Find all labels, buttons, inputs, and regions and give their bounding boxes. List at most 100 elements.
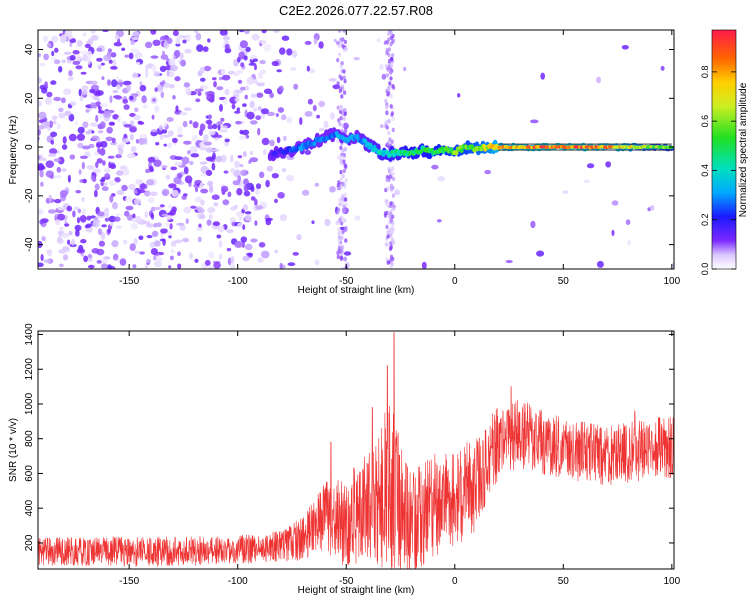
spectrogram-noise-dot bbox=[71, 238, 75, 246]
spectrogram-noise-dot bbox=[99, 103, 108, 108]
spectrogram-ridge-core bbox=[454, 150, 459, 156]
spectrogram-noise-dot bbox=[291, 50, 298, 58]
spectrogram-noise-dot bbox=[172, 137, 178, 144]
spectrogram-column-dot bbox=[341, 148, 345, 153]
spectrogram-column-dot bbox=[344, 227, 348, 232]
spectrogram-noise-dot bbox=[174, 161, 183, 167]
spectrogram-noise-dot bbox=[81, 85, 89, 91]
spectrogram-noise-dot bbox=[163, 82, 171, 88]
spectrogram-noise-dot bbox=[200, 199, 205, 206]
spectrogram-noise-dot bbox=[112, 89, 119, 94]
spectrogram-noise-dot bbox=[154, 105, 160, 113]
spectrogram-noise-dot bbox=[169, 84, 175, 89]
spectrogram-noise-dot bbox=[153, 159, 162, 167]
spectrogram-noise-dot bbox=[234, 110, 241, 114]
spectrogram-column-dot bbox=[342, 30, 346, 33]
spectrogram-noise-dot bbox=[259, 40, 267, 45]
snr-xtick-label: 100 bbox=[663, 576, 680, 587]
spectrogram-noise-dot bbox=[146, 235, 153, 239]
spectrogram-noise-dot bbox=[234, 204, 238, 209]
spectrogram-noise-dot bbox=[59, 226, 64, 230]
spectrogram-noise-dot bbox=[45, 160, 55, 168]
spectrogram-column-dot bbox=[340, 155, 344, 160]
spectrogram-noise-dot bbox=[258, 242, 266, 248]
spectrogram-noise-dot bbox=[38, 125, 45, 130]
spectrogram-noise-dot bbox=[97, 137, 101, 143]
spectrogram-noise-dot bbox=[223, 170, 229, 174]
spectrogram-noise-dot bbox=[354, 215, 361, 221]
spectrogram-noise-dot bbox=[179, 52, 184, 60]
spectrogram-noise-dot bbox=[77, 208, 82, 214]
spectrogram-noise-dot bbox=[243, 178, 249, 186]
spectrogram-noise-dot bbox=[129, 120, 135, 126]
spectrogram-noise-dot bbox=[189, 120, 193, 125]
spectrogram-noise-dot bbox=[216, 134, 223, 138]
spectrogram-noise-dot bbox=[381, 73, 387, 80]
spectrogram-noise-dot bbox=[238, 215, 243, 221]
spectrogram-noise-dot bbox=[230, 154, 234, 163]
spectrogram-noise-dot bbox=[98, 240, 105, 247]
spectrogram-noise-dot bbox=[436, 219, 442, 223]
spectrogram-noise-dot bbox=[56, 123, 61, 130]
spectrogram-noise-dot bbox=[130, 222, 139, 230]
spectrogram-xtick-label: -100 bbox=[228, 276, 248, 287]
spectrogram-noise-dot bbox=[183, 193, 188, 197]
snr-xtick-label: -50 bbox=[339, 576, 354, 587]
spectrogram-noise-dot bbox=[276, 136, 281, 144]
spectrogram-column-dot bbox=[343, 78, 347, 84]
spectrogram-noise-dot bbox=[245, 46, 251, 53]
spectrogram-noise-dot bbox=[212, 221, 221, 227]
snr-x-axis: -150 -100 -50 0 50 100 bbox=[119, 331, 681, 587]
spectrogram-noise-dot bbox=[87, 253, 92, 259]
spectrogram-noise-dot bbox=[162, 134, 171, 138]
spectrogram-noise-dot bbox=[155, 142, 160, 146]
spectrogram-ridge-core bbox=[312, 141, 317, 147]
spectrogram-noise-dot bbox=[49, 174, 55, 179]
spectrogram-noise-dot bbox=[102, 110, 112, 118]
spectrogram-noise-dot bbox=[104, 217, 109, 222]
snr-x-label: Height of straight line (km) bbox=[298, 585, 415, 596]
spectrogram-column-dot bbox=[390, 63, 394, 69]
spectrogram-noise-dot bbox=[81, 208, 86, 216]
spectrogram-noise-dot bbox=[112, 253, 119, 261]
spectrogram-noise-dot bbox=[133, 114, 141, 121]
spectrogram-noise-dot bbox=[306, 65, 310, 72]
spectrogram-noise-dot bbox=[62, 246, 70, 252]
spectrogram-ridge-core bbox=[363, 138, 368, 144]
spectrogram-noise-dot bbox=[144, 263, 149, 269]
spectrogram-noise-dot bbox=[105, 136, 114, 142]
spectrogram-noise-dot bbox=[208, 130, 216, 136]
spectrogram-noise-dot bbox=[394, 189, 401, 196]
spectrogram-noise-dot bbox=[169, 64, 178, 72]
spectrogram-noise-dot bbox=[101, 224, 107, 228]
spectrogram-noise-dot bbox=[311, 220, 315, 224]
spectrogram-noise-dot bbox=[260, 108, 269, 115]
spectrogram-column-dot bbox=[338, 121, 342, 127]
spectrogram-noise-dot bbox=[232, 180, 240, 186]
spectrogram-noise-dot bbox=[261, 30, 267, 34]
spectrogram-noise-dot bbox=[39, 169, 44, 178]
spectrogram-noise-dot bbox=[39, 219, 44, 225]
spectrogram-noise-dot bbox=[133, 198, 142, 205]
spectrogram-column-dot bbox=[344, 178, 348, 183]
spectrogram-noise-dot bbox=[121, 47, 126, 51]
spectrogram-noise-dot bbox=[660, 65, 665, 71]
spectrogram-column-dot bbox=[336, 105, 340, 110]
spectrogram-noise-dot bbox=[123, 104, 130, 110]
spectrogram-column-dot bbox=[389, 169, 393, 174]
spectrogram-noise-dot bbox=[116, 144, 124, 150]
spectrogram-noise-dot bbox=[279, 47, 286, 55]
spectrogram-noise-dot bbox=[195, 98, 201, 103]
spectrogram-noise-dot bbox=[153, 255, 157, 261]
spectrogram-y-label: Frequency (Hz) bbox=[8, 116, 19, 185]
spectrogram-noise-dot bbox=[530, 119, 539, 124]
spectrogram-noise-dot bbox=[82, 145, 91, 150]
spectrogram-noise-dot bbox=[63, 51, 72, 55]
spectrogram-noise-dot bbox=[237, 222, 243, 228]
spectrogram-noise-dot bbox=[165, 174, 171, 180]
spectrogram-column-dot bbox=[339, 116, 343, 121]
spectrogram-noise-dot bbox=[85, 109, 90, 113]
spectrogram-noise-dot bbox=[38, 119, 44, 123]
spectrogram-column-dot bbox=[339, 64, 343, 69]
spectrogram-noise-dot bbox=[155, 222, 162, 228]
